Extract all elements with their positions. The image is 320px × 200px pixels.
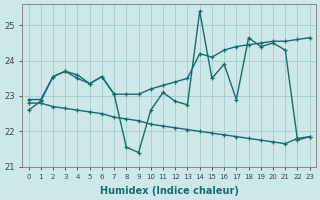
X-axis label: Humidex (Indice chaleur): Humidex (Indice chaleur) [100,186,239,196]
